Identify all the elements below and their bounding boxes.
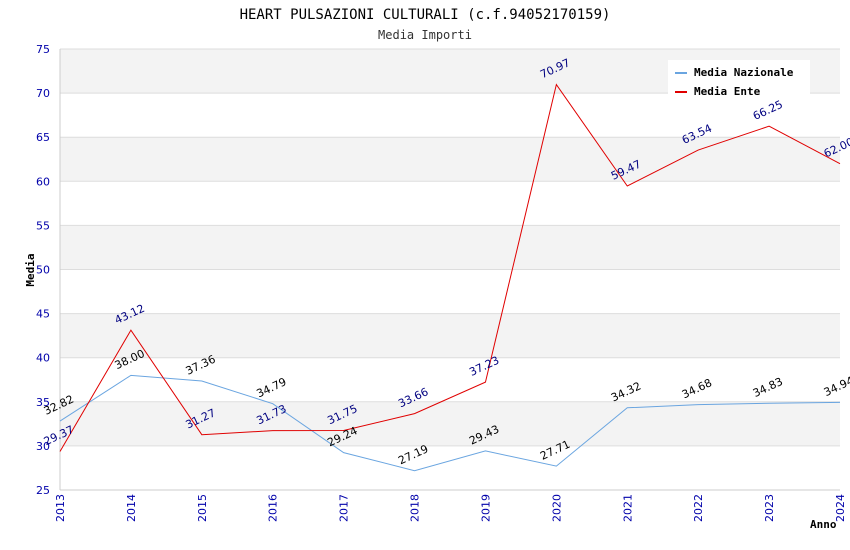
series-line-media-ente bbox=[59, 83, 841, 452]
plot-band bbox=[60, 445, 840, 490]
x-tick-label: 2024 bbox=[834, 494, 847, 522]
legend-label: Media Ente bbox=[694, 85, 761, 98]
legend-label: Media Nazionale bbox=[694, 66, 794, 79]
plot-band bbox=[60, 181, 840, 226]
x-tick-label: 2018 bbox=[409, 494, 422, 522]
gridlines bbox=[59, 48, 840, 491]
y-tick-label: 60 bbox=[36, 175, 50, 188]
y-tick-label: 65 bbox=[36, 131, 50, 144]
x-tick-label: 2020 bbox=[550, 494, 563, 522]
x-tick-label: 2022 bbox=[692, 494, 705, 522]
x-tick-label: 2017 bbox=[338, 494, 351, 522]
plot-band bbox=[60, 225, 840, 270]
y-tick-label: 25 bbox=[36, 484, 50, 497]
y-axis-ticks: 25 30 35 40 45 50 55 60 65 70 75 bbox=[36, 43, 50, 497]
y-tick-label: 30 bbox=[36, 440, 50, 453]
plot-band bbox=[60, 137, 840, 182]
chart-subtitle: Media Importi bbox=[378, 28, 472, 42]
plot-band bbox=[60, 401, 840, 446]
y-tick-label: 55 bbox=[36, 219, 50, 232]
plot-band bbox=[60, 357, 840, 402]
x-tick-label: 2014 bbox=[125, 494, 138, 522]
y-tick-label: 35 bbox=[36, 396, 50, 409]
x-tick-label: 2013 bbox=[54, 494, 67, 522]
plot-background bbox=[60, 49, 840, 490]
series-line-media-nazionale bbox=[59, 374, 841, 472]
plot-band bbox=[60, 313, 840, 358]
x-tick-label: 2015 bbox=[196, 494, 209, 522]
y-tick-label: 45 bbox=[36, 308, 50, 321]
x-tick-label: 2019 bbox=[479, 494, 492, 522]
chart-title: HEART PULSAZIONI CULTURALI (c.f.94052170… bbox=[240, 7, 611, 23]
plot-band bbox=[60, 269, 840, 314]
y-tick-label: 70 bbox=[36, 87, 50, 100]
x-tick-label: 2021 bbox=[621, 494, 634, 522]
y-tick-label: 50 bbox=[36, 264, 50, 277]
y-axis-label: Media bbox=[24, 253, 37, 286]
legend-box bbox=[668, 60, 810, 98]
x-axis-label: Anno bbox=[810, 518, 837, 531]
x-tick-label: 2023 bbox=[763, 494, 776, 522]
y-tick-label: 40 bbox=[36, 352, 50, 365]
x-tick-label: 2016 bbox=[267, 494, 280, 522]
series-lines bbox=[59, 83, 841, 472]
y-tick-label: 75 bbox=[36, 43, 50, 56]
legend: Media Nazionale Media Ente bbox=[668, 60, 810, 98]
plot-band bbox=[60, 93, 840, 138]
x-axis-ticks: 2013 2014 2015 2016 2017 2018 2019 2020 2021 2022… bbox=[54, 494, 847, 522]
